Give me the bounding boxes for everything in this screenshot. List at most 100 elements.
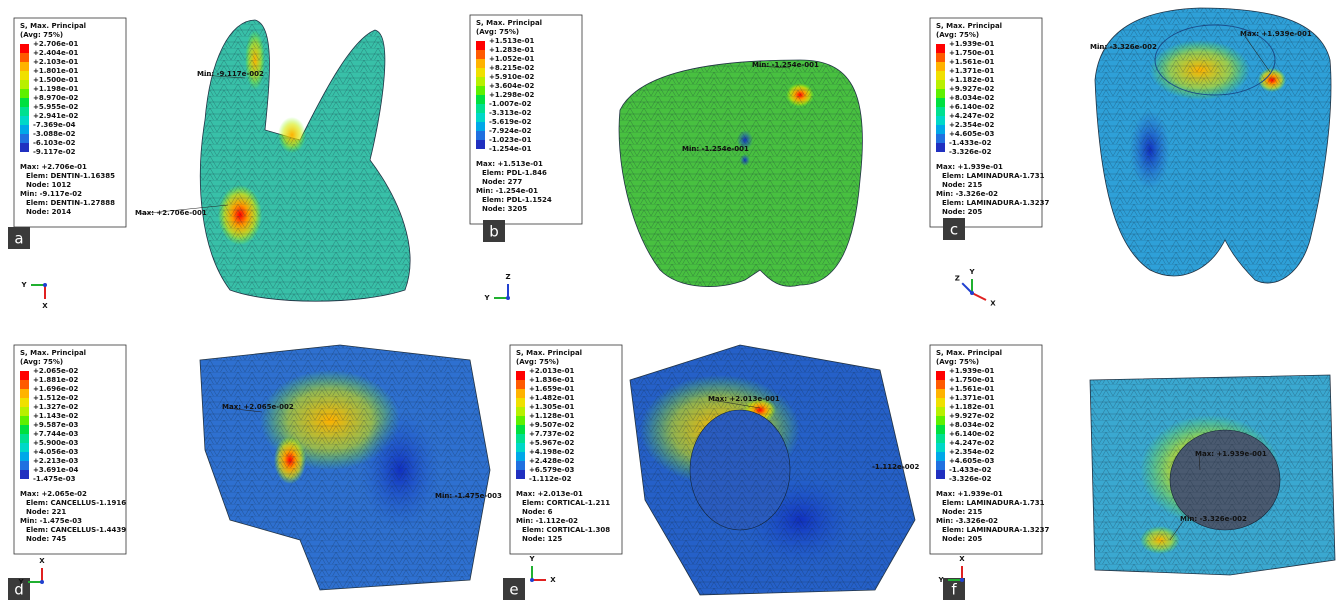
- color-band: [476, 41, 485, 50]
- legend-info: Node: 1012: [26, 181, 71, 189]
- axis-label: Y: [17, 578, 24, 586]
- color-band: [936, 44, 945, 53]
- axis-label: X: [959, 555, 965, 563]
- color-band: [476, 122, 485, 131]
- legend-level: +6.140e-02: [949, 430, 995, 438]
- axis-arrow: [972, 293, 986, 300]
- legend-level: +6.140e-02: [949, 103, 995, 111]
- annotation: Max: +1.939e-001: [1240, 30, 1312, 38]
- color-band: [20, 71, 29, 80]
- legend-level: +1.182e-01: [949, 76, 995, 84]
- panel: Max: +2.065e-002Min: -1.475e-003S, Max. …: [8, 345, 502, 600]
- legend-level: +1.143e-02: [33, 412, 79, 420]
- legend-info: Node: 215: [942, 508, 982, 516]
- color-band: [20, 80, 29, 89]
- axis-label: X: [42, 302, 48, 310]
- axis-origin: [960, 578, 964, 582]
- panel: Max: +2.706e-001Min: -9.117e-002S, Max. …: [8, 18, 410, 310]
- legend-level: +4.247e-02: [949, 112, 995, 120]
- legend-level: +1.659e-01: [529, 385, 575, 393]
- color-band: [936, 425, 945, 434]
- color-band: [20, 53, 29, 62]
- color-band: [20, 407, 29, 416]
- legend-info: Elem: CORTICAL-1.211: [522, 499, 610, 507]
- legend-info: Min: -3.326e-02: [936, 517, 998, 525]
- legend-level: -1.433e-02: [949, 466, 992, 474]
- color-band: [516, 371, 525, 380]
- color-band: [516, 416, 525, 425]
- color-band: [936, 398, 945, 407]
- color-band: [516, 380, 525, 389]
- color-band: [936, 443, 945, 452]
- legend-info: Node: 125: [522, 535, 562, 543]
- legend-title: S, Max. Principal: [20, 349, 86, 357]
- color-band: [476, 140, 485, 149]
- legend-level: +1.052e-01: [489, 55, 535, 63]
- legend-level: +1.561e-01: [949, 58, 995, 66]
- panel-letter: b: [489, 223, 499, 241]
- legend-level: +8.215e-02: [489, 64, 535, 72]
- color-band: [936, 80, 945, 89]
- legend-level: +4.247e-02: [949, 439, 995, 447]
- legend-level: -1.433e-02: [949, 139, 992, 147]
- legend-info: Max: +1.939e-01: [936, 490, 1003, 498]
- color-band: [476, 77, 485, 86]
- legend-level: +8.034e-02: [949, 94, 995, 102]
- legend-level: +1.561e-01: [949, 385, 995, 393]
- color-band: [936, 62, 945, 71]
- legend-level: +2.103e-01: [33, 58, 79, 66]
- legend-info: Elem: PDL-1.846: [482, 169, 547, 177]
- annotation: Max: +2.013e-001: [708, 395, 780, 403]
- axis-label: Y: [483, 294, 490, 302]
- mesh: [619, 60, 862, 287]
- legend-level: +1.128e-01: [529, 412, 575, 420]
- legend-title: S, Max. Principal: [20, 22, 86, 30]
- color-band: [936, 71, 945, 80]
- legend-level: +4.605e-03: [949, 130, 995, 138]
- axis-origin: [970, 291, 974, 295]
- legend-level: +1.371e-01: [949, 67, 995, 75]
- axis-label: Y: [20, 281, 27, 289]
- color-band: [20, 434, 29, 443]
- color-band: [516, 398, 525, 407]
- color-band: [936, 89, 945, 98]
- legend-info: Min: -3.326e-02: [936, 190, 998, 198]
- legend-level: +1.327e-02: [33, 403, 79, 411]
- color-band: [20, 125, 29, 134]
- legend-level: -9.117e-02: [33, 148, 76, 156]
- legend-info: Elem: LAMINADURA-1.3237: [942, 199, 1050, 207]
- legend-info: Max: +1.513e-01: [476, 160, 543, 168]
- legend-level: -3.313e-02: [489, 109, 532, 117]
- legend-info: Node: 6: [522, 508, 553, 516]
- legend-level: +2.354e-02: [949, 121, 995, 129]
- color-band: [20, 389, 29, 398]
- color-band: [516, 461, 525, 470]
- color-band: [516, 443, 525, 452]
- color-band: [936, 470, 945, 479]
- panel: Max: +1.939e-001Min: -3.326e-002S, Max. …: [930, 345, 1335, 600]
- legend-info: Min: -1.475e-03: [20, 517, 82, 525]
- color-band: [20, 443, 29, 452]
- annotation: Min: -9.117e-002: [197, 70, 264, 78]
- axis-label: Z: [955, 274, 960, 282]
- legend-level: +6.579e-03: [529, 466, 575, 474]
- legend-title: S, Max. Principal: [936, 22, 1002, 30]
- legend-subtitle: (Avg: 75%): [936, 31, 979, 39]
- color-band: [20, 398, 29, 407]
- legend-info: Node: 2014: [26, 208, 71, 216]
- legend-info: Node: 205: [942, 208, 982, 216]
- annotation: Min: -1.254e-001: [752, 61, 819, 69]
- legend-level: -1.007e-02: [489, 100, 532, 108]
- legend-level: +1.305e-01: [529, 403, 575, 411]
- color-band: [20, 44, 29, 53]
- legend-level: +1.750e-01: [949, 49, 995, 57]
- annotation: Min: -1.254e-001: [682, 145, 749, 153]
- legend-subtitle: (Avg: 75%): [20, 31, 63, 39]
- legend-info: Min: -1.254e-01: [476, 187, 538, 195]
- axis-label: Z: [505, 273, 510, 281]
- legend-level: +9.587e-03: [33, 421, 79, 429]
- annotation: -1.112e-002: [872, 463, 919, 471]
- legend-level: -1.023e-01: [489, 136, 532, 144]
- legend-level: +1.283e-01: [489, 46, 535, 54]
